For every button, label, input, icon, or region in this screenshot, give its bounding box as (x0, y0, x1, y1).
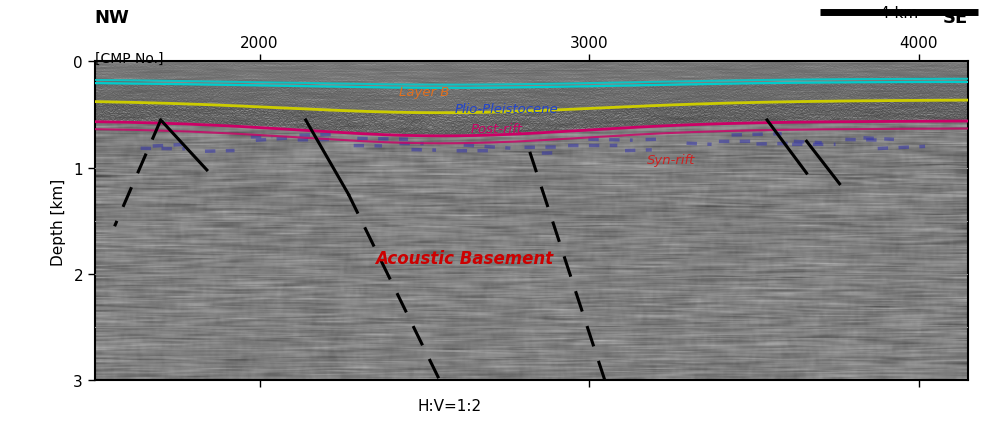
Y-axis label: Depth [km]: Depth [km] (51, 178, 66, 265)
Text: Acoustic Basement: Acoustic Basement (375, 249, 553, 267)
Text: [CMP No.]: [CMP No.] (95, 52, 164, 65)
Text: 4 km: 4 km (880, 6, 918, 21)
Text: Post-rift: Post-rift (471, 123, 523, 135)
Text: Layer B: Layer B (399, 86, 449, 99)
Text: Syn-rift: Syn-rift (648, 154, 696, 166)
Text: NW: NW (95, 9, 130, 27)
Text: H:V=1:2: H:V=1:2 (417, 398, 481, 413)
Text: Plio-Pleistocene: Plio-Pleistocene (455, 102, 559, 116)
Text: SE: SE (943, 9, 968, 27)
